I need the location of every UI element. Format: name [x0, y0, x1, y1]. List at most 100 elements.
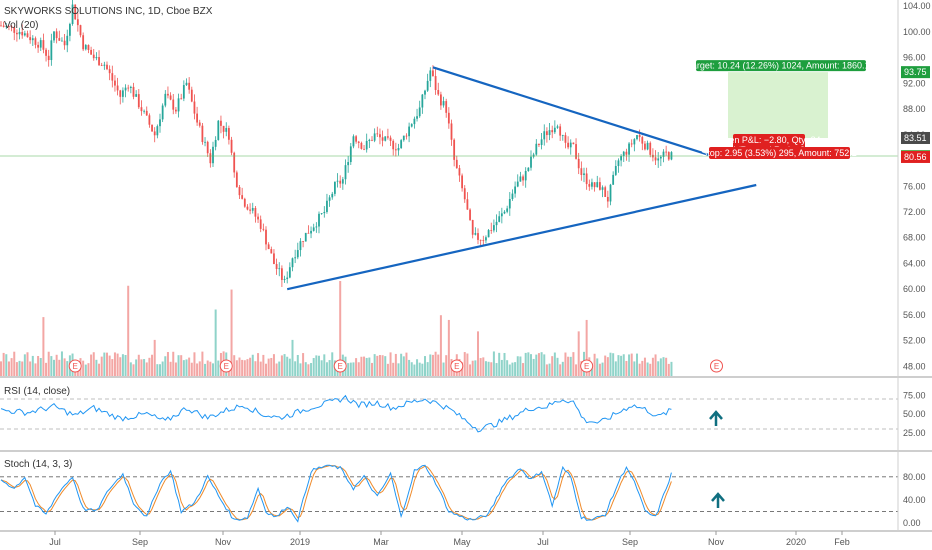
- candle-body[interactable]: [132, 86, 135, 97]
- candle-body[interactable]: [13, 26, 16, 33]
- candle-body[interactable]: [606, 196, 609, 202]
- candle-body[interactable]: [389, 137, 392, 141]
- candle-body[interactable]: [657, 158, 660, 161]
- candle-body[interactable]: [450, 123, 453, 140]
- candle-body[interactable]: [87, 45, 90, 50]
- candle-body[interactable]: [599, 182, 601, 190]
- candle-body[interactable]: [644, 143, 646, 150]
- candle-body[interactable]: [92, 54, 95, 59]
- candle-body[interactable]: [116, 85, 119, 91]
- candle-body[interactable]: [76, 19, 79, 26]
- candle-body[interactable]: [493, 225, 495, 231]
- candle-body[interactable]: [291, 258, 294, 268]
- candle-body[interactable]: [421, 94, 424, 108]
- candle-body[interactable]: [585, 173, 588, 185]
- candle-body[interactable]: [225, 128, 228, 132]
- candle-body[interactable]: [394, 149, 397, 151]
- candle-body[interactable]: [259, 219, 262, 229]
- candle-body[interactable]: [508, 199, 511, 209]
- candle-body[interactable]: [106, 64, 108, 70]
- candle-body[interactable]: [654, 157, 657, 161]
- candle-body[interactable]: [447, 112, 450, 124]
- candle-body[interactable]: [516, 181, 519, 187]
- candle-body[interactable]: [196, 113, 198, 123]
- candle-body[interactable]: [352, 136, 355, 147]
- candle-body[interactable]: [283, 278, 286, 280]
- candle-body[interactable]: [145, 110, 148, 116]
- candle-body[interactable]: [410, 124, 413, 127]
- candle-body[interactable]: [193, 101, 196, 114]
- candle-body[interactable]: [98, 57, 100, 66]
- candle-body[interactable]: [288, 267, 291, 278]
- candle-body[interactable]: [360, 142, 363, 149]
- candle-body[interactable]: [5, 26, 8, 27]
- candle-body[interactable]: [583, 173, 585, 175]
- candle-body[interactable]: [463, 188, 466, 200]
- candle-body[interactable]: [349, 146, 352, 163]
- candle-body[interactable]: [148, 115, 151, 125]
- candle-body[interactable]: [373, 133, 376, 141]
- candle-body[interactable]: [296, 250, 299, 258]
- candle-body[interactable]: [304, 232, 307, 242]
- candle-body[interactable]: [498, 216, 501, 222]
- candle-body[interactable]: [103, 64, 106, 66]
- candle-body[interactable]: [135, 94, 138, 97]
- rsi-line[interactable]: [0, 394, 672, 433]
- candle-body[interactable]: [323, 211, 326, 214]
- candle-body[interactable]: [381, 137, 384, 141]
- candle-body[interactable]: [548, 130, 551, 136]
- stoch-d-line[interactable]: [0, 465, 672, 521]
- candle-body[interactable]: [641, 137, 644, 144]
- candle-body[interactable]: [596, 182, 599, 188]
- candle-body[interactable]: [636, 135, 638, 140]
- candle-body[interactable]: [47, 55, 50, 61]
- candle-body[interactable]: [254, 207, 257, 217]
- earnings-marker[interactable]: E: [219, 359, 233, 373]
- candle-body[interactable]: [588, 184, 591, 187]
- stoch-pane[interactable]: [0, 464, 898, 523]
- earnings-marker[interactable]: E: [710, 359, 723, 373]
- candle-body[interactable]: [217, 120, 220, 140]
- candle-body[interactable]: [249, 209, 251, 211]
- earnings-marker[interactable]: E: [580, 359, 594, 373]
- candle-body[interactable]: [649, 142, 652, 155]
- candle-body[interactable]: [79, 25, 82, 36]
- candle-body[interactable]: [485, 237, 487, 241]
- candle-body[interactable]: [143, 110, 145, 112]
- candle-body[interactable]: [243, 198, 246, 207]
- candle-body[interactable]: [302, 241, 304, 242]
- candle-body[interactable]: [119, 90, 122, 97]
- candle-body[interactable]: [543, 131, 546, 140]
- candle-body[interactable]: [275, 264, 278, 270]
- candle-body[interactable]: [10, 26, 13, 28]
- candle-body[interactable]: [625, 151, 628, 155]
- candle-body[interactable]: [251, 207, 254, 211]
- candle-body[interactable]: [31, 38, 34, 41]
- candle-body[interactable]: [50, 40, 53, 61]
- candle-body[interactable]: [538, 143, 540, 145]
- candle-body[interactable]: [310, 230, 312, 234]
- target-zone[interactable]: [728, 72, 828, 138]
- candle-body[interactable]: [371, 139, 373, 141]
- candle-body[interactable]: [74, 4, 77, 20]
- candle-body[interactable]: [95, 57, 98, 59]
- candle-body[interactable]: [665, 151, 668, 153]
- candle-body[interactable]: [294, 257, 297, 259]
- candle-body[interactable]: [164, 93, 167, 106]
- candle-body[interactable]: [190, 89, 193, 102]
- candle-body[interactable]: [246, 206, 249, 210]
- candle-body[interactable]: [453, 139, 456, 160]
- candle-body[interactable]: [575, 144, 577, 159]
- candle-body[interactable]: [153, 131, 156, 136]
- candle-body[interactable]: [638, 135, 641, 138]
- candle-body[interactable]: [535, 143, 538, 155]
- candle-body[interactable]: [37, 44, 39, 48]
- candle-body[interactable]: [175, 109, 177, 112]
- candle-body[interactable]: [307, 232, 310, 234]
- candle-body[interactable]: [659, 156, 662, 159]
- earnings-marker[interactable]: E: [450, 359, 464, 373]
- candle-body[interactable]: [206, 141, 209, 154]
- candle-body[interactable]: [63, 40, 66, 46]
- symbol-title[interactable]: SKYWORKS SOLUTIONS INC, 1D, Cboe BZX: [4, 6, 213, 17]
- candle-body[interactable]: [230, 139, 233, 153]
